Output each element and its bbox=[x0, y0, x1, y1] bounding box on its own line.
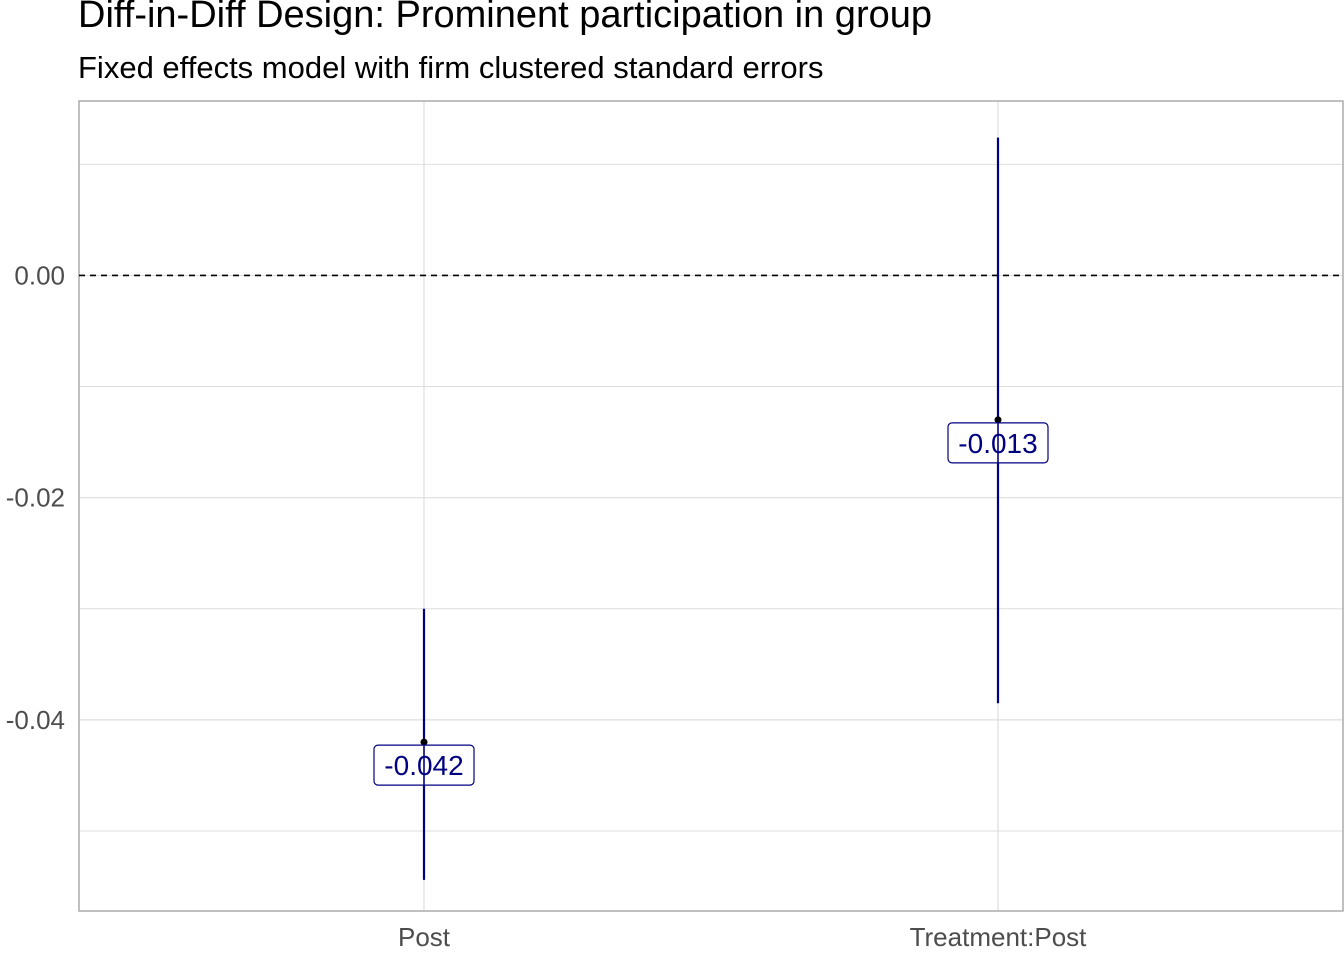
value-label: -0.013 bbox=[958, 428, 1037, 459]
chart-title: Diff-in-Diff Design: Prominent participa… bbox=[78, 0, 932, 36]
x-tick-label: Post bbox=[398, 922, 451, 952]
y-tick-label: -0.02 bbox=[6, 483, 65, 513]
panel-border bbox=[78, 100, 1344, 912]
x-tick-label: Treatment:Post bbox=[910, 922, 1088, 952]
y-tick-label: -0.04 bbox=[6, 705, 65, 735]
estimate-point bbox=[420, 738, 428, 746]
estimate-point bbox=[994, 416, 1002, 424]
value-label: -0.042 bbox=[384, 750, 463, 781]
y-tick-label: 0.00 bbox=[14, 260, 65, 290]
chart-subtitle: Fixed effects model with firm clustered … bbox=[78, 50, 824, 85]
